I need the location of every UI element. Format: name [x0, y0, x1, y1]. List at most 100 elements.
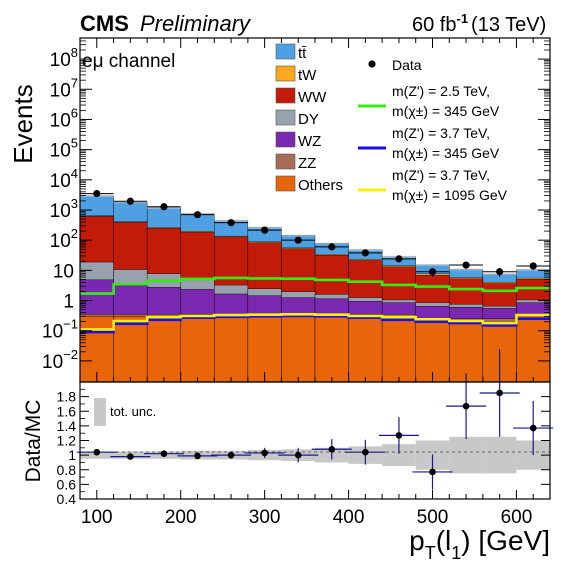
ratio-y-tick-label: 0.6 [57, 476, 77, 492]
legend-signal-label-b-2: m(χ±) = 1095 GeV [392, 187, 508, 203]
data-point [294, 236, 302, 244]
legend-data-marker [368, 60, 376, 68]
ratio-axis-label: Data/MC [22, 400, 45, 483]
x-tick-label: 500 [417, 507, 449, 528]
stack-bar-others [516, 316, 551, 383]
signal-line-1 [80, 276, 550, 295]
ratio-point [227, 451, 235, 459]
x-tick-label: 300 [249, 507, 281, 528]
events-axis-label: Events [8, 84, 38, 164]
legend-label-1: tW [298, 67, 317, 84]
legend-swatch-6 [275, 175, 296, 192]
main-ticks: 10−2 10−1 1 10 102 103 104 105 106 107 108 [42, 38, 550, 382]
stack-bar-others [314, 316, 349, 383]
legend-label-3: DY [298, 111, 319, 128]
stack-bar-others [381, 316, 416, 383]
background-stack [79, 194, 551, 383]
unc-band-bin [382, 444, 416, 467]
main-panel: 10−2 10−1 1 10 102 103 104 105 106 107 108 eμ chan… [8, 37, 551, 383]
y-tick-label: 108 [50, 45, 78, 71]
y-tick-label: 10 [53, 261, 74, 282]
ratio-point [328, 445, 336, 453]
ratio-ticks: 0.40.60.811.21.41.61.8 100 200 300 400 500 600 [57, 389, 550, 528]
x-tick-label: 200 [165, 507, 197, 528]
ratio-y-tick-label: 1.4 [57, 418, 77, 434]
total-unc-bar [415, 263, 450, 266]
lumi-label: 60 fb-1 (13 TeV) [412, 11, 546, 36]
data-point [496, 268, 504, 276]
ratio-y-tick-label: 1.6 [57, 403, 77, 419]
ratio-point [160, 450, 168, 457]
ratio-point [462, 402, 470, 410]
data-point [93, 189, 101, 198]
x-tick-label: 400 [333, 507, 365, 528]
legend-swatch-3 [275, 109, 296, 126]
ratio-point [93, 448, 101, 456]
ratio-y-tick-label: 1.8 [57, 389, 77, 405]
legend-label-0: tt̄ [298, 45, 307, 62]
legend-data-label: Data [392, 57, 422, 73]
data-point [462, 261, 470, 269]
stack-bar-others [449, 321, 484, 383]
ratio-y-tick-label: 1.2 [57, 433, 77, 449]
stack-bar-others [79, 316, 114, 383]
y-tick-label: 102 [50, 226, 78, 252]
data-point [428, 268, 437, 276]
y-tick-label: 106 [50, 105, 78, 131]
total-unc-bar [315, 242, 349, 245]
data-point [193, 211, 202, 219]
legend-signal-label-a-1: m(Z') = 3.7 TeV, [392, 125, 490, 141]
legend-label-6: Others [298, 177, 343, 194]
signal-curves [80, 276, 550, 334]
stack-bar-others [348, 316, 383, 383]
unc-band-bin [449, 436, 483, 474]
y-tick-label: 107 [50, 75, 78, 101]
ratio-point [496, 389, 503, 397]
legend-signal-label-b-0: m(χ±) = 345 GeV [392, 103, 500, 119]
experiment-label: CMS [80, 11, 129, 36]
data-point [160, 203, 168, 211]
y-tick-label: 104 [50, 166, 78, 192]
data-point [261, 226, 269, 234]
ratio-points [76, 349, 554, 490]
total-unc-bar [281, 234, 315, 237]
y-tick-label: 105 [50, 136, 78, 162]
stack-bar-others [146, 316, 181, 383]
legend-signal-label-b-1: m(χ±) = 345 GeV [392, 145, 500, 161]
y-tick-label: 103 [50, 196, 78, 222]
ratio-point [127, 453, 134, 460]
x-axis-label: pT(l1) [GeV] [409, 525, 550, 563]
data-point [395, 255, 403, 263]
ratio-point [429, 468, 436, 476]
unc-band-bin [482, 436, 517, 474]
stack-bar-others [415, 321, 450, 383]
legend-signal-label-a-0: m(Z') = 2.5 TeV, [392, 83, 490, 99]
data-point [361, 249, 369, 257]
total-unc-bar [449, 268, 483, 271]
ratio-y-tick-label: 0.8 [57, 462, 77, 478]
data-points [80, 189, 550, 278]
ratio-point [194, 452, 201, 460]
legend-swatch-4 [275, 131, 296, 148]
ratio-point [362, 448, 369, 456]
channel-label: eμ channel [82, 51, 175, 72]
x-tick-label: 100 [81, 507, 113, 528]
status-label: Preliminary [140, 11, 252, 36]
data-point [529, 262, 537, 270]
data-point [227, 219, 235, 227]
legend: tt̄ tW WW DY WZ ZZ Others Data m(Z') = 2.5 TeV, m… [275, 43, 508, 203]
y-tick-label: 10−2 [42, 347, 78, 373]
ratio-y-tick-label: 1 [68, 447, 76, 463]
legend-swatch-5 [275, 153, 296, 170]
ratio-point [529, 424, 537, 432]
stack-bar-others [281, 316, 316, 383]
x-tick-label: 600 [501, 507, 533, 528]
legend-swatch-0 [275, 43, 296, 60]
legend-label-2: WW [298, 89, 327, 106]
data-point [328, 243, 336, 251]
legend-swatch-2 [275, 87, 296, 104]
band-legend-label: tot. unc. [110, 404, 156, 419]
signal-line-3 [80, 313, 550, 331]
y-tick-label: 1 [63, 292, 74, 313]
